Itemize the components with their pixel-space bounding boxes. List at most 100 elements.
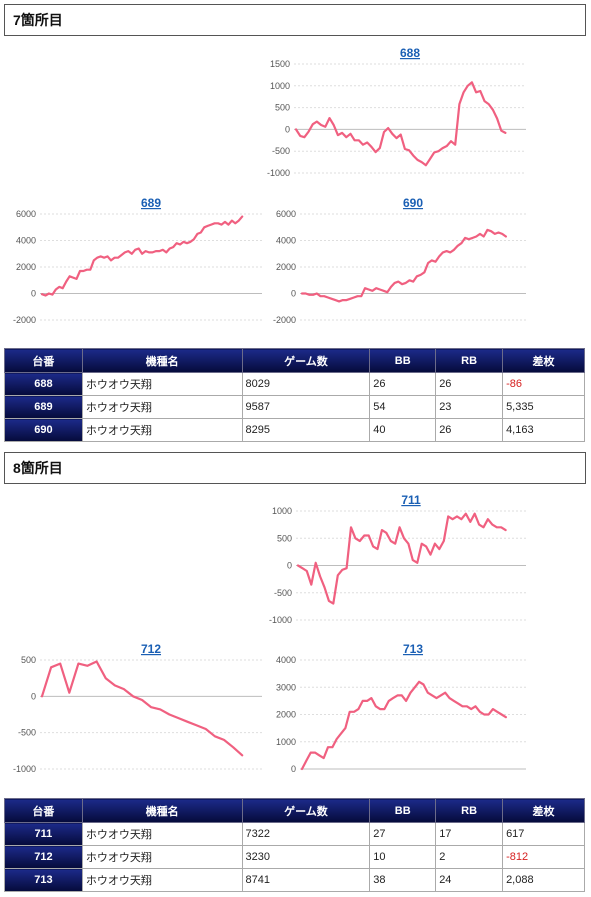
chart-title[interactable]: 690 — [403, 196, 423, 210]
chart-svg: 712 500 0 -500 -1000 — [13, 642, 262, 774]
y-tick-label: -1000 — [13, 764, 36, 774]
diff-coins: 2,088 — [502, 868, 585, 892]
table-row: 711 ホウオウ天翔 7322 27 17 617 — [4, 822, 585, 846]
chart-711: 711 1000 500 0 -500 -1000 — [262, 491, 530, 626]
chart-title[interactable]: 711 — [401, 493, 421, 507]
machine-number: 713 — [4, 868, 83, 892]
bb-count: 10 — [369, 845, 437, 869]
rb-count: 2 — [435, 845, 504, 869]
machine-number: 690 — [4, 418, 83, 442]
chart-svg: 711 1000 500 0 -500 -1000 — [269, 493, 526, 625]
col-header: RB — [435, 348, 504, 373]
col-header: 差枚 — [502, 798, 585, 823]
machine-number: 688 — [4, 372, 83, 396]
y-tick-label: -2000 — [13, 315, 36, 325]
section-header-7: 7箇所目 — [4, 4, 586, 36]
machine-name: ホウオウ天翔 — [81, 418, 243, 442]
y-tick-label: 2000 — [276, 262, 296, 272]
table-row: 713 ホウオウ天翔 8741 38 24 2,088 — [4, 868, 585, 892]
series-line — [294, 81, 507, 167]
y-tick-label: 6000 — [16, 209, 36, 219]
y-tick-label: -1000 — [267, 168, 290, 178]
col-header: 機種名 — [81, 798, 243, 823]
diff-coins: -86 — [502, 372, 585, 396]
game-count: 8741 — [241, 868, 371, 892]
y-tick-label: 500 — [275, 103, 290, 113]
chart-title[interactable]: 712 — [141, 642, 161, 656]
rb-count: 23 — [435, 395, 504, 419]
data-table-7: 台番 機種名 ゲーム数 BB RB 差枚 688 ホウオウ天翔 8029 26 … — [4, 348, 585, 442]
machine-name: ホウオウ天翔 — [81, 372, 243, 396]
rb-count: 17 — [435, 822, 504, 846]
chart-712: 712 500 0 -500 -1000 — [6, 640, 266, 775]
col-header: RB — [435, 798, 504, 823]
game-count: 8029 — [241, 372, 371, 396]
data-table-8: 台番 機種名 ゲーム数 BB RB 差枚 711 ホウオウ天翔 7322 27 … — [4, 798, 585, 892]
y-tick-label: -500 — [18, 728, 36, 738]
y-tick-label: 4000 — [276, 655, 296, 665]
chart-title[interactable]: 713 — [403, 642, 423, 656]
chart-688: 688 1500 1000 500 0 -500 -1000 — [260, 44, 530, 179]
y-tick-label: 0 — [291, 764, 296, 774]
chart-svg: 713 4000 3000 2000 1000 0 — [276, 642, 526, 774]
table-row: 688 ホウオウ天翔 8029 26 26 -86 — [4, 372, 585, 396]
bb-count: 38 — [369, 868, 437, 892]
chart-690: 690 6000 4000 2000 0 -2000 — [266, 194, 530, 326]
y-tick-label: 0 — [285, 124, 290, 134]
y-tick-label: 0 — [31, 691, 36, 701]
y-tick-label: 3000 — [276, 682, 296, 692]
y-tick-label: 0 — [291, 289, 296, 299]
diff-coins: 617 — [502, 822, 585, 846]
y-tick-label: 500 — [21, 655, 36, 665]
machine-number: 689 — [4, 395, 83, 419]
game-count: 8295 — [241, 418, 371, 442]
col-header: BB — [369, 348, 437, 373]
table-row: 689 ホウオウ天翔 9587 54 23 5,335 — [4, 395, 585, 419]
table-header-row: 台番 機種名 ゲーム数 BB RB 差枚 — [4, 348, 585, 373]
chart-689: 689 6000 4000 2000 0 -2000 — [6, 194, 266, 326]
col-header: 機種名 — [81, 348, 243, 373]
y-tick-label: -2000 — [273, 315, 296, 325]
machine-name: ホウオウ天翔 — [81, 845, 243, 869]
section-header-8: 8箇所目 — [4, 452, 586, 484]
machine-number: 712 — [4, 845, 83, 869]
y-tick-label: 6000 — [276, 209, 296, 219]
diff-coins: 5,335 — [502, 395, 585, 419]
rb-count: 24 — [435, 868, 504, 892]
series-line — [296, 512, 507, 605]
chart-title[interactable]: 688 — [400, 46, 420, 60]
y-tick-label: -500 — [272, 146, 290, 156]
chart-title[interactable]: 689 — [141, 196, 161, 210]
table-row: 712 ホウオウ天翔 3230 10 2 -812 — [4, 845, 585, 869]
game-count: 3230 — [241, 845, 371, 869]
y-tick-label: 1000 — [270, 81, 290, 91]
section-title: 8箇所目 — [13, 460, 63, 476]
y-tick-label: 0 — [287, 561, 292, 571]
y-tick-label: 1000 — [276, 737, 296, 747]
bb-count: 27 — [369, 822, 437, 846]
col-header: 差枚 — [502, 348, 585, 373]
game-count: 9587 — [241, 395, 371, 419]
chart-713: 713 4000 3000 2000 1000 0 — [266, 640, 530, 775]
machine-name: ホウオウ天翔 — [81, 868, 243, 892]
y-tick-label: 500 — [277, 533, 292, 543]
col-header: 台番 — [4, 348, 83, 373]
col-header: 台番 — [4, 798, 83, 823]
y-tick-label: -1000 — [269, 615, 292, 625]
series-line — [300, 228, 507, 303]
y-tick-label: 2000 — [276, 710, 296, 720]
y-tick-label: 4000 — [16, 236, 36, 246]
chart-svg: 689 6000 4000 2000 0 -2000 — [13, 196, 262, 325]
machine-name: ホウオウ天翔 — [81, 395, 243, 419]
table-row: 690 ホウオウ天翔 8295 40 26 4,163 — [4, 418, 585, 442]
y-tick-label: 4000 — [276, 236, 296, 246]
bb-count: 40 — [369, 418, 437, 442]
diff-coins: -812 — [502, 845, 585, 869]
chart-svg: 688 1500 1000 500 0 -500 -1000 — [267, 46, 526, 178]
y-tick-label: 0 — [31, 289, 36, 299]
series-line — [300, 680, 507, 771]
series-line — [40, 215, 244, 297]
col-header: ゲーム数 — [241, 798, 371, 823]
machine-number: 711 — [4, 822, 83, 846]
col-header: ゲーム数 — [241, 348, 371, 373]
